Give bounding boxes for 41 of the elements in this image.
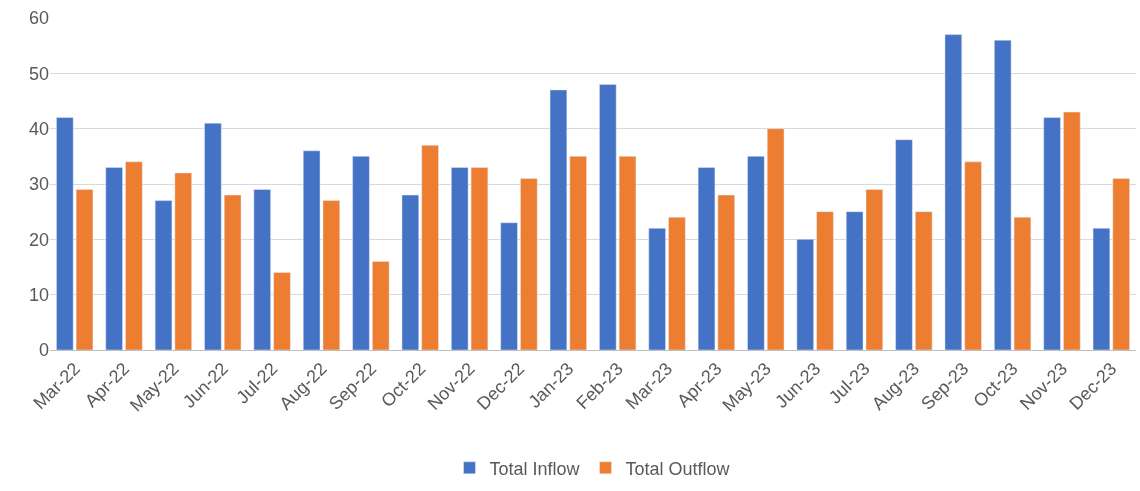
y-tick-label: 10 [28,284,49,305]
bar [75,189,94,350]
bar [421,145,439,350]
bar [401,194,419,350]
y-tick-label: 0 [38,340,49,361]
bar [1112,178,1130,350]
legend-label: Total Inflow [489,458,581,479]
bar [520,178,538,350]
bar [273,272,291,350]
legend-label: Total Outflow [625,458,731,479]
bar [1063,111,1081,350]
bar [796,239,814,350]
bar [944,34,962,350]
bar [125,161,143,350]
bar [56,117,74,350]
y-tick-label: 20 [28,229,49,250]
y-tick-label: 30 [28,174,49,195]
bar [224,194,242,350]
bar [105,167,123,350]
bar [599,84,617,350]
bar [895,139,913,350]
bar [618,156,637,350]
bar [648,228,666,350]
bar [964,161,982,350]
bar [668,216,686,350]
bar [549,89,568,350]
bar [767,128,785,350]
bar [915,211,933,350]
bar [372,261,390,350]
y-tick-label: 60 [28,8,49,29]
bar [500,222,518,350]
bar [747,156,765,350]
bar [1092,228,1111,350]
y-tick-label: 50 [28,63,49,84]
bar [569,156,587,350]
bar [352,156,370,350]
bar [204,122,222,350]
bar [816,211,834,350]
y-tick-label: 40 [28,118,49,139]
bar [253,189,271,350]
bar [1043,117,1061,350]
